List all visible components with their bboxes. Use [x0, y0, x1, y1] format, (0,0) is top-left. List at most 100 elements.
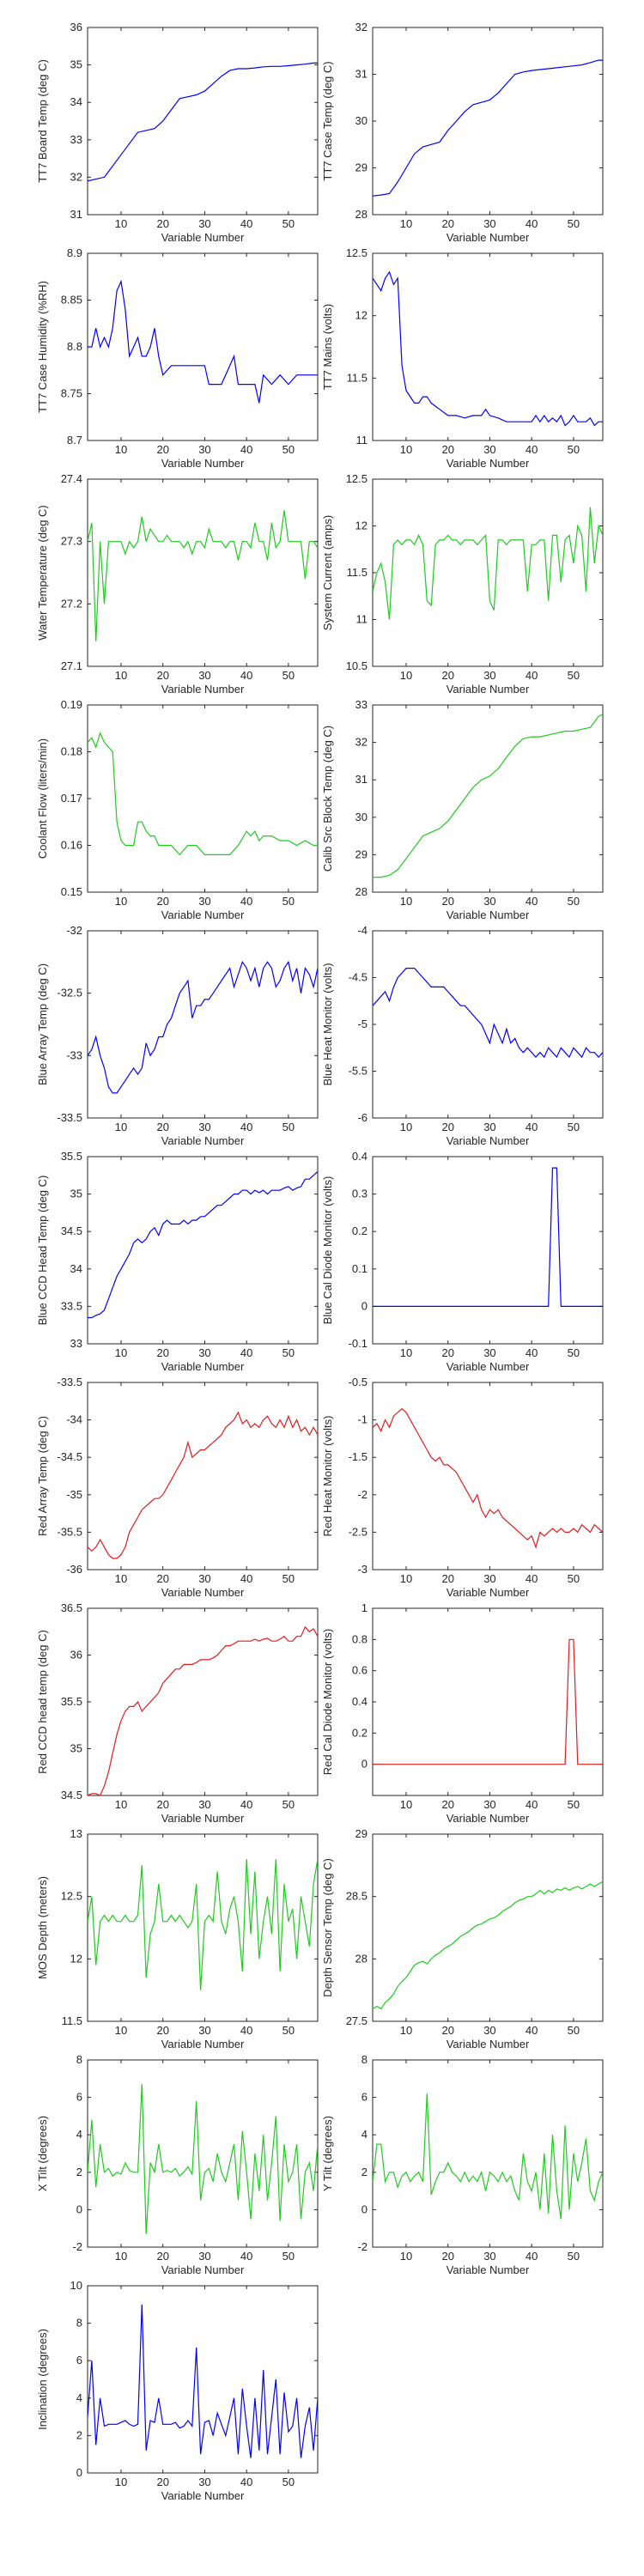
plot-area [372, 1382, 604, 1571]
y-tick-label: 0.18 [61, 745, 82, 758]
x-axis-label: Variable Number [447, 1812, 530, 1825]
y-axis-label: Red CCD head temp (deg C) [36, 1630, 49, 1774]
y-tick-label: -5 [357, 1018, 368, 1030]
x-tick-label: 50 [568, 2024, 580, 2037]
y-tick-label: 0.19 [61, 698, 82, 711]
series-line [88, 1859, 318, 1990]
x-tick-label: 40 [526, 895, 538, 908]
y-tick-label: 2 [76, 2166, 82, 2178]
y-tick-label: 12 [70, 1952, 82, 1965]
chart-panel-14: 10 20 30 40 50 -3 -2.5 -2 -1.5 -1 -0.5 Variable Num… [321, 1376, 604, 1599]
y-tick-label: 27.2 [61, 597, 82, 610]
series-line [88, 2084, 318, 2234]
plot-area [372, 704, 604, 893]
y-tick-label: 28 [355, 885, 368, 898]
x-axis-label: Variable Number [447, 1134, 530, 1147]
y-tick-label: 12.5 [346, 472, 368, 485]
x-tick-label: 40 [240, 1346, 252, 1359]
y-tick-label: 8.9 [67, 246, 82, 259]
x-tick-label: 40 [240, 217, 252, 230]
y-tick-label: -32.5 [57, 987, 82, 999]
x-axis-label: Variable Number [447, 457, 530, 470]
y-tick-label: 28 [355, 1952, 368, 1965]
y-tick-label: 4 [361, 2128, 368, 2141]
y-tick-label: -36 [66, 1563, 82, 1576]
y-tick-label: 0.2 [352, 1224, 368, 1237]
y-axis-label: Blue Cal Diode Monitor (volts) [321, 1176, 334, 1325]
x-axis-label: Variable Number [447, 2263, 530, 2276]
x-tick-label: 40 [240, 1121, 252, 1133]
series-line [373, 507, 603, 620]
y-axis-label: Coolant Flow (liters/min) [36, 738, 49, 859]
y-tick-label: -1.5 [349, 1450, 368, 1463]
x-axis-label: Variable Number [161, 457, 245, 470]
y-tick-label: 35 [70, 1188, 82, 1200]
plot-area [372, 252, 604, 441]
x-tick-label: 30 [198, 1798, 210, 1811]
x-tick-label: 40 [240, 1798, 252, 1811]
chart-panel-11: 10 20 30 40 50 33 33.5 34 34.5 35 35.5 Variable Num… [36, 1150, 319, 1373]
x-tick-label: 10 [400, 1121, 412, 1133]
x-tick-label: 50 [283, 1121, 295, 1133]
plot-area [87, 2285, 319, 2474]
x-axis-label: Variable Number [161, 1812, 245, 1825]
chart-panel-19: 10 20 30 40 50 -2 0 2 4 6 8 Variable Number X Tilt (… [36, 2053, 319, 2276]
series-line [88, 731, 318, 856]
x-tick-label: 20 [441, 1798, 453, 1811]
x-tick-label: 10 [400, 1798, 412, 1811]
x-axis-label: Variable Number [447, 908, 530, 921]
plot-area [87, 478, 319, 667]
chart-panel-5: 10 20 30 40 50 27.1 27.2 27.3 27.4 Variable Numbe… [36, 472, 319, 696]
x-tick-label: 50 [568, 1572, 580, 1585]
y-tick-label: -2 [72, 2240, 82, 2253]
y-tick-label: 0.15 [61, 885, 82, 898]
x-tick-label: 50 [283, 895, 295, 908]
y-tick-label: 1 [361, 1601, 368, 1614]
y-tick-label: -32 [66, 924, 82, 937]
y-tick-label: 35.5 [61, 1695, 82, 1708]
y-tick-label: -33.5 [57, 1376, 82, 1388]
series-line [373, 1638, 603, 1765]
y-tick-label: 11 [356, 613, 368, 626]
series-line [88, 1411, 318, 1559]
y-tick-label: -4.5 [349, 971, 368, 984]
y-tick-label: 8 [76, 2053, 82, 2066]
series-line [373, 714, 603, 878]
x-tick-label: 50 [283, 669, 295, 682]
plot-area [372, 1156, 604, 1345]
x-tick-label: 10 [400, 1346, 412, 1359]
y-tick-label: 32 [355, 736, 368, 749]
x-tick-label: 40 [240, 895, 252, 908]
series-line [373, 2093, 603, 2220]
y-tick-label: -1 [357, 1413, 368, 1426]
chart-panel-2: 10 20 30 40 50 28 29 30 31 32 Variable Number TT7 C… [321, 21, 604, 244]
y-tick-label: 36 [70, 21, 82, 33]
x-tick-label: 20 [156, 2024, 168, 2037]
plot-area [372, 1607, 604, 1796]
y-tick-label: -33 [66, 1048, 82, 1061]
x-tick-label: 30 [483, 1346, 495, 1359]
y-tick-label: 0 [361, 1299, 368, 1312]
y-tick-label: 2 [361, 2166, 368, 2178]
y-axis-label: Blue Heat Monitor (volts) [321, 963, 334, 1085]
x-tick-label: 30 [483, 1798, 495, 1811]
x-axis-label: Variable Number [447, 1360, 530, 1373]
y-tick-label: 32 [355, 21, 368, 33]
y-tick-label: -0.5 [349, 1376, 368, 1388]
y-tick-label: 0.1 [352, 1262, 368, 1275]
chart-panel-10: 10 20 30 40 50 -6 -5.5 -5 -4.5 -4 Variable Number B… [321, 924, 604, 1147]
y-tick-label: 0.8 [352, 1632, 368, 1645]
x-tick-label: 40 [240, 2476, 252, 2488]
y-tick-label: 27.4 [61, 472, 82, 485]
x-tick-label: 30 [198, 1346, 210, 1359]
x-tick-label: 50 [283, 443, 295, 456]
x-tick-label: 20 [441, 2024, 453, 2037]
chart-panel-8: 10 20 30 40 50 28 29 30 31 32 33 Variable Number Cal… [321, 698, 604, 921]
y-tick-label: 10 [70, 2279, 82, 2292]
x-tick-label: 50 [568, 1121, 580, 1133]
x-tick-label: 50 [568, 895, 580, 908]
chart-panel-20: 10 20 30 40 50 -2 0 2 4 6 8 Variable Number Y Tilt (… [321, 2053, 604, 2276]
x-tick-label: 10 [115, 669, 127, 682]
plot-area [87, 2059, 319, 2248]
x-tick-label: 10 [115, 895, 127, 908]
